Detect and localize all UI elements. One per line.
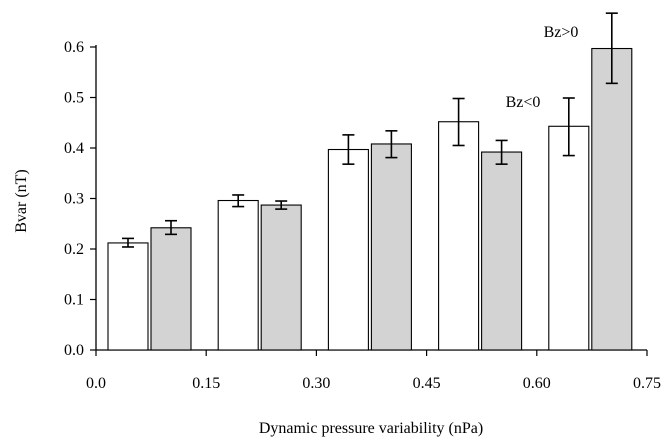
bar — [327, 148, 369, 351]
bar — [481, 151, 523, 351]
y-tick-label: 0.4 — [64, 140, 84, 157]
bar — [591, 47, 633, 351]
bar — [260, 204, 302, 351]
series-label-bz-lt-0: Bz<0 — [506, 94, 541, 111]
y-tick-label: 0.2 — [64, 241, 84, 258]
x-axis-label: Dynamic pressure variability (nPa) — [259, 420, 483, 437]
x-tick-label: 0.75 — [633, 375, 661, 392]
y-tick-label: 0.5 — [64, 90, 84, 107]
x-tick-label: 0.60 — [523, 375, 551, 392]
y-tick-label: 0.1 — [64, 292, 84, 309]
y-tick-label: 0.6 — [64, 39, 84, 56]
bar — [150, 227, 192, 351]
series-label-bz-gt-0: Bz>0 — [544, 24, 579, 41]
bar — [438, 121, 480, 351]
x-tick-label: 0.0 — [86, 375, 106, 392]
y-tick-label: 0.0 — [64, 342, 84, 359]
x-tick-label: 0.30 — [302, 375, 330, 392]
y-axis-label: Bvar (nT) — [13, 169, 30, 233]
bar — [548, 125, 590, 351]
error-bars — [122, 12, 618, 248]
x-tick-label: 0.45 — [413, 375, 441, 392]
bar — [370, 143, 412, 351]
x-tick-label: 0.15 — [192, 375, 220, 392]
bar — [217, 199, 259, 351]
tick-labels: 0.0 0.1 0.2 0.3 0.4 0.5 0.6 0.0 0.15 0.30 0.45 0.60… — [64, 39, 661, 392]
bar — [107, 242, 149, 351]
bars — [107, 47, 633, 351]
y-tick-label: 0.3 — [64, 191, 84, 208]
